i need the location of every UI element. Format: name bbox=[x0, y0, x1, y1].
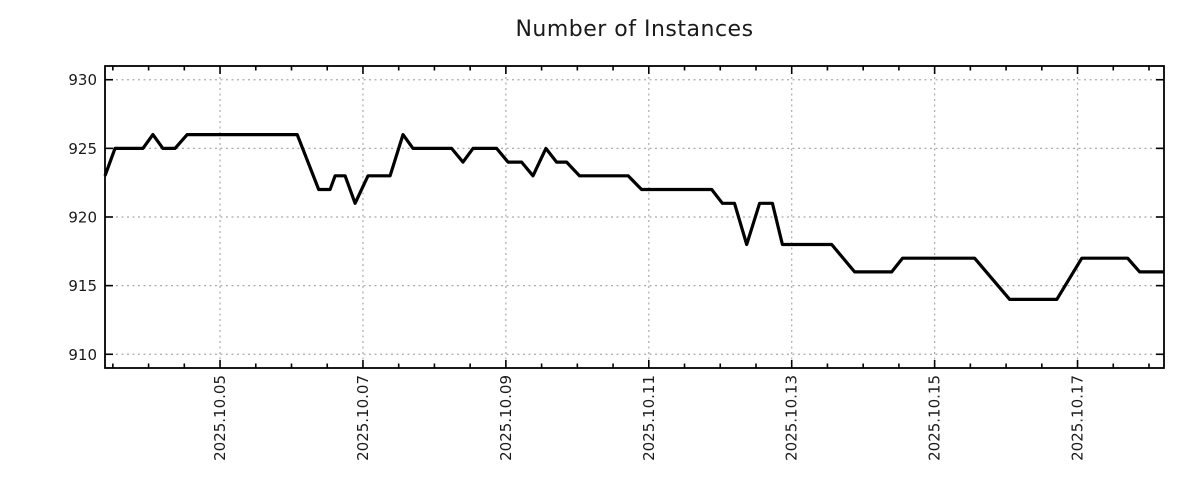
svg-text:2025.10.09: 2025.10.09 bbox=[497, 375, 515, 461]
svg-text:925: 925 bbox=[68, 140, 97, 158]
axis-ticks bbox=[105, 66, 1164, 368]
grid-lines bbox=[105, 66, 1164, 368]
svg-text:2025.10.15: 2025.10.15 bbox=[926, 375, 944, 461]
svg-text:2025.10.17: 2025.10.17 bbox=[1069, 375, 1087, 461]
x-tick-labels: 2025.10.05 2025.10.07 2025.10.09 2025.10.11… bbox=[211, 375, 1086, 461]
svg-text:920: 920 bbox=[68, 209, 97, 227]
chart-title: Number of Instances bbox=[515, 17, 754, 42]
svg-text:910: 910 bbox=[68, 346, 97, 364]
data-line bbox=[103, 133, 1164, 301]
svg-text:2025.10.11: 2025.10.11 bbox=[640, 375, 658, 461]
svg-text:2025.10.05: 2025.10.05 bbox=[211, 375, 229, 461]
svg-text:915: 915 bbox=[68, 277, 97, 295]
svg-text:2025.10.13: 2025.10.13 bbox=[783, 375, 801, 461]
y-tick-labels: 910 915 920 925 930 bbox=[68, 71, 97, 364]
svg-text:2025.10.07: 2025.10.07 bbox=[354, 375, 372, 461]
svg-text:930: 930 bbox=[68, 71, 97, 89]
